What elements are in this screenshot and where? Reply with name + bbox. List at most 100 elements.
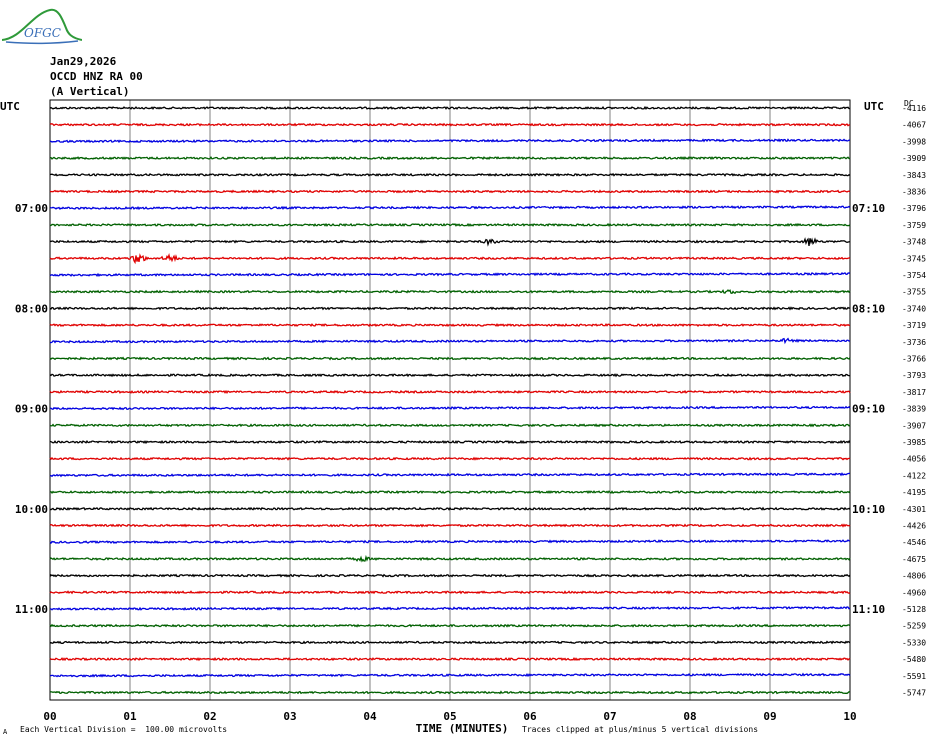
dc-offset-label: -4546 <box>902 538 926 547</box>
seismic-trace <box>49 105 851 111</box>
seismic-trace <box>49 306 851 311</box>
dc-offset-label: -4122 <box>902 471 926 480</box>
dc-offset-label: -5330 <box>902 638 926 647</box>
dc-label: DC <box>904 99 914 108</box>
seismic-trace <box>49 605 851 611</box>
ofgc-logo <box>2 8 82 45</box>
left-hour-label: 11:00 <box>15 603 48 616</box>
seismic-trace <box>49 172 851 177</box>
seismic-trace <box>49 189 851 194</box>
dc-offset-label: -4301 <box>902 505 926 514</box>
seismic-trace <box>49 356 851 361</box>
x-tick-label: 01 <box>123 710 137 723</box>
seismic-trace <box>49 657 851 662</box>
right-axis-label: UTC <box>864 100 884 113</box>
x-tick-label: 09 <box>763 710 776 723</box>
x-tick-label: 00 <box>43 710 56 723</box>
dc-offset-label: -3817 <box>902 388 926 397</box>
x-tick-label: 10 <box>843 710 856 723</box>
dc-offset-label: -3793 <box>902 371 926 380</box>
logo-text: OFGC <box>24 26 61 40</box>
dc-offset-label: -3985 <box>902 438 926 447</box>
logo-swoosh <box>5 40 79 45</box>
dc-offset-label: -4426 <box>902 522 926 531</box>
seismic-trace <box>49 590 851 595</box>
x-tick-label: 06 <box>523 710 537 723</box>
dc-offset-label: -5747 <box>902 689 926 698</box>
left-axis-label: UTC <box>0 100 20 113</box>
seismic-trace <box>49 237 851 247</box>
seismic-trace <box>49 405 851 411</box>
dc-offset-label: -3909 <box>902 154 926 163</box>
scale-note: Each Vertical Division = 100.00 microvol… <box>20 725 228 734</box>
dc-offset-label: -4195 <box>902 488 926 497</box>
seismic-trace <box>49 222 851 227</box>
seismic-trace <box>49 252 851 265</box>
seismic-trace <box>49 640 851 645</box>
seismic-trace <box>49 554 851 563</box>
dc-offset-label: -3998 <box>902 137 926 146</box>
seismic-trace <box>49 573 851 578</box>
header-date: Jan29,2026 <box>50 55 117 68</box>
seismic-trace <box>49 271 851 277</box>
dc-offset-label: -3740 <box>902 304 926 313</box>
left-hour-label: 10:00 <box>15 503 48 516</box>
plot-frame <box>49 99 851 701</box>
dc-offset-label: -3748 <box>902 238 926 247</box>
seismic-trace <box>49 439 851 445</box>
dc-offset-label: -5591 <box>902 672 926 681</box>
seismic-trace <box>49 456 851 461</box>
right-hour-label: 09:10 <box>852 403 885 416</box>
seismic-trace <box>49 289 851 294</box>
header-station: OCCD HNZ RA 00 <box>50 70 143 83</box>
dc-offset-label: -3839 <box>902 405 926 414</box>
dc-offset-label: -3843 <box>902 171 926 180</box>
x-tick-label: 05 <box>443 710 456 723</box>
dc-offset-label: -4675 <box>902 555 926 564</box>
seismic-trace <box>49 523 851 528</box>
dc-offset-label: -3736 <box>902 338 926 347</box>
seismic-trace <box>49 337 851 345</box>
x-tick-label: 08 <box>683 710 696 723</box>
dc-offset-label: -3766 <box>902 355 926 364</box>
seismic-trace <box>49 323 851 328</box>
dc-offset-label: -3745 <box>902 254 926 263</box>
left-hour-label: 09:00 <box>15 403 48 416</box>
seismic-trace <box>49 690 850 695</box>
dc-offset-label: -5128 <box>902 605 926 614</box>
corner-mark: A <box>3 728 8 736</box>
seismic-trace <box>49 472 851 478</box>
logo-mountain-curve <box>2 8 82 41</box>
right-hour-label: 11:10 <box>852 603 885 616</box>
seismic-trace <box>49 539 851 544</box>
dc-offset-label: -5480 <box>902 655 926 664</box>
seismic-trace <box>49 506 851 511</box>
x-tick-label: 07 <box>603 710 616 723</box>
seismic-trace <box>49 389 851 395</box>
right-hour-label: 10:10 <box>852 503 885 516</box>
left-hour-label: 08:00 <box>15 302 48 315</box>
x-tick-label: 04 <box>363 710 377 723</box>
clip-note: Traces clipped at plus/minus 5 vertical … <box>522 725 759 734</box>
seismic-trace <box>49 138 851 144</box>
dc-offset-label: -4056 <box>902 455 926 464</box>
dc-offset-label: -3836 <box>902 188 926 197</box>
dc-offset-label: -3796 <box>902 204 926 213</box>
seismic-trace <box>49 205 851 211</box>
dc-offset-label: -3907 <box>902 421 926 430</box>
seismic-trace <box>49 489 851 495</box>
dc-offset-label: -3719 <box>902 321 926 330</box>
seismic-trace <box>49 672 851 678</box>
dc-offset-label: -4960 <box>902 588 926 597</box>
dc-offset-label: -4067 <box>902 121 926 130</box>
dc-offset-label: -5259 <box>902 622 926 631</box>
dc-offset-label: -3754 <box>902 271 926 280</box>
dc-offset-label: -3755 <box>902 288 926 297</box>
left-hour-label: 07:00 <box>15 202 48 215</box>
right-hour-label: 08:10 <box>852 302 885 315</box>
dc-offset-label: -4116 <box>902 104 926 113</box>
x-axis-title: TIME (MINUTES) <box>416 722 509 735</box>
right-hour-label: 07:10 <box>852 202 885 215</box>
seismic-trace <box>49 623 851 628</box>
